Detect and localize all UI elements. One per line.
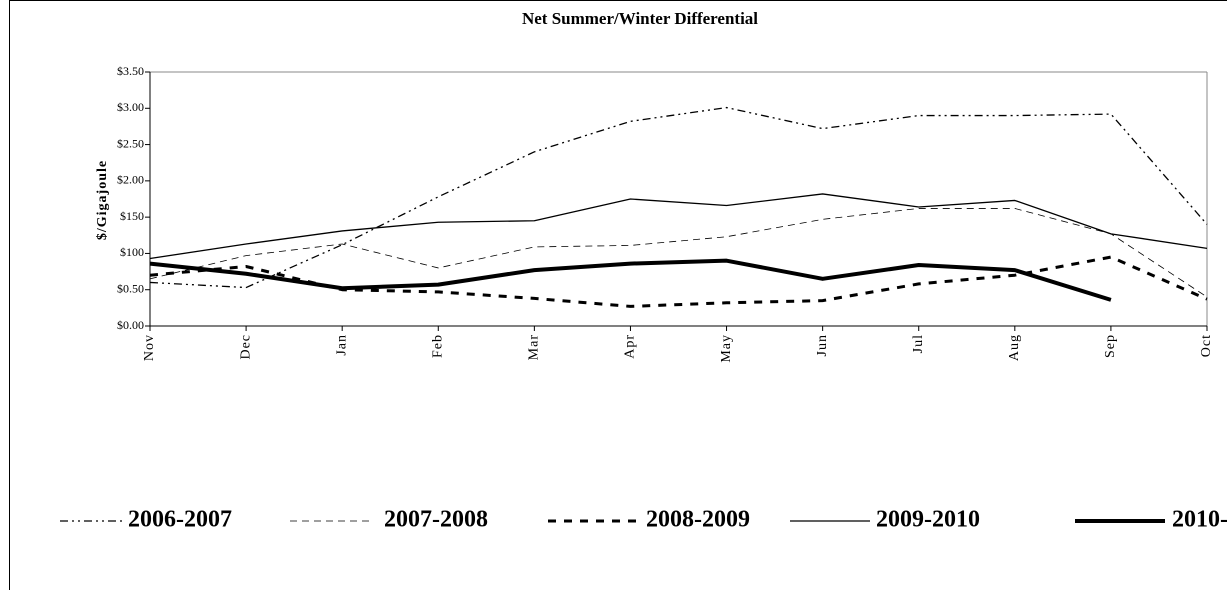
series-line bbox=[149, 106, 1208, 289]
y-tick-label: $2.50 bbox=[117, 136, 144, 150]
x-tick-label: Mar bbox=[527, 334, 542, 360]
y-axis-label: $/Gigajoule bbox=[95, 160, 110, 240]
series-line bbox=[149, 193, 1208, 260]
y-tick-label: $3.00 bbox=[117, 100, 144, 114]
x-tick-label: Jan bbox=[334, 334, 349, 356]
x-tick-label: Nov bbox=[142, 334, 157, 361]
x-tick-label: Dec bbox=[238, 334, 253, 360]
series-line bbox=[149, 258, 1112, 302]
x-tick-label: Aug bbox=[1007, 334, 1022, 361]
y-tick-label: $100 bbox=[120, 245, 144, 259]
x-tick-label: Jul bbox=[911, 334, 926, 353]
x-tick-label: Sep bbox=[1103, 334, 1118, 358]
legend-label: 2007-2008 bbox=[384, 507, 488, 533]
y-tick-label: $0.50 bbox=[117, 281, 144, 295]
x-tick-label: May bbox=[719, 334, 734, 363]
y-tick-label: $2.00 bbox=[117, 173, 144, 187]
legend-label: 2008-2009 bbox=[646, 507, 750, 533]
x-tick-label: Oct bbox=[1199, 334, 1214, 357]
y-tick-label: $150 bbox=[120, 209, 144, 223]
x-tick-label: Apr bbox=[623, 334, 638, 359]
chart-title: Net Summer/Winter Differential bbox=[522, 9, 758, 28]
x-tick-label: Jun bbox=[815, 334, 830, 356]
series-line bbox=[149, 208, 1208, 298]
y-tick-label: $3.50 bbox=[117, 64, 144, 78]
y-tick-label: $0.00 bbox=[117, 318, 144, 332]
legend-label: 2010-2011 bbox=[1172, 507, 1227, 533]
chart-frame bbox=[9, 0, 1227, 590]
legend-label: 2009-2010 bbox=[876, 507, 980, 533]
x-tick-label: Feb bbox=[430, 334, 445, 358]
legend-label: 2006-2007 bbox=[128, 507, 232, 533]
